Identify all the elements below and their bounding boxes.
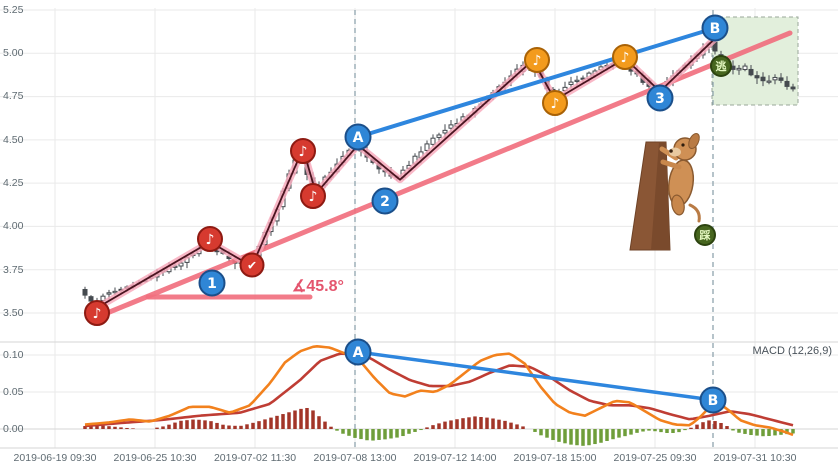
main-y-tick: 4.75 bbox=[3, 90, 24, 102]
main-y-tick: 5.00 bbox=[3, 47, 24, 59]
svg-text:♪: ♪ bbox=[93, 306, 102, 322]
dea-line bbox=[84, 352, 794, 428]
svg-text:B: B bbox=[708, 393, 719, 409]
marker-3[interactable]: 3 bbox=[646, 84, 674, 112]
macd-params-label: MACD (12,26,9) bbox=[752, 345, 832, 357]
main-y-tick: 4.50 bbox=[3, 134, 24, 146]
svg-text:♪: ♪ bbox=[309, 189, 318, 205]
zigzag-line bbox=[93, 35, 718, 312]
svg-text:A: A bbox=[353, 345, 364, 361]
signal-tao[interactable]: 逃 bbox=[710, 55, 732, 77]
svg-text:3: 3 bbox=[655, 91, 665, 107]
ab-trendline bbox=[356, 26, 717, 139]
main-y-tick: 4.00 bbox=[3, 220, 24, 232]
svg-text:1: 1 bbox=[207, 276, 217, 292]
marker-1[interactable]: 1 bbox=[198, 269, 226, 297]
x-tick: 2019-07-31 10:30 bbox=[713, 452, 797, 464]
macd-y-tick: 0.05 bbox=[3, 386, 24, 398]
x-tick: 2019-07-25 09:30 bbox=[613, 452, 697, 464]
svg-text:♪: ♪ bbox=[206, 232, 215, 248]
main-y-tick: 3.75 bbox=[3, 264, 24, 276]
signal-note-5[interactable]: ♪ bbox=[524, 47, 550, 73]
signal-note-6[interactable]: ♪ bbox=[542, 90, 568, 116]
svg-text:✔: ✔ bbox=[247, 258, 257, 272]
x-tick: 2019-07-08 13:00 bbox=[313, 452, 397, 464]
main-y-tick: 3.50 bbox=[3, 307, 24, 319]
main-y-tick: 4.25 bbox=[3, 177, 24, 189]
angle-annotation: ∡45.8° bbox=[292, 278, 344, 295]
dif-line bbox=[84, 345, 794, 437]
marker-B[interactable]: B bbox=[701, 14, 729, 42]
x-tick: 2019-07-12 14:00 bbox=[413, 452, 497, 464]
dog-cliff-sticker bbox=[629, 133, 701, 251]
x-tick: 2019-07-02 11:30 bbox=[213, 452, 297, 464]
macd-ab-trendline bbox=[356, 350, 715, 402]
signal-note-7[interactable]: ♪ bbox=[612, 44, 638, 70]
svg-text:踩: 踩 bbox=[700, 229, 711, 242]
x-tick: 2019-06-25 10:30 bbox=[113, 452, 197, 464]
macd-marker-B[interactable]: B bbox=[699, 386, 727, 414]
signal-check[interactable]: ✔ bbox=[239, 252, 265, 278]
macd-panel bbox=[83, 345, 795, 446]
x-tick: 2019-06-19 09:30 bbox=[13, 452, 97, 464]
signal-note-2[interactable]: ♪ bbox=[197, 226, 223, 252]
svg-text:♪: ♪ bbox=[533, 53, 542, 69]
main-y-tick: 5.25 bbox=[3, 4, 24, 16]
signal-note-1[interactable]: ♪ bbox=[84, 300, 110, 326]
signal-note-3[interactable]: ♪ bbox=[290, 138, 316, 164]
macd-y-tick: 0.00 bbox=[3, 423, 24, 435]
marker-2[interactable]: 2 bbox=[371, 187, 399, 215]
macd-y-tick: 0.10 bbox=[3, 349, 24, 361]
x-tick: 2019-07-18 15:00 bbox=[513, 452, 597, 464]
svg-text:♪: ♪ bbox=[551, 96, 560, 112]
macd-marker-A[interactable]: A bbox=[344, 338, 372, 366]
svg-text:♪: ♪ bbox=[621, 50, 630, 66]
signal-note-4[interactable]: ♪ bbox=[300, 183, 326, 209]
svg-text:A: A bbox=[353, 130, 364, 146]
svg-text:逃: 逃 bbox=[716, 59, 728, 73]
svg-text:B: B bbox=[710, 21, 721, 37]
svg-text:2: 2 bbox=[380, 194, 390, 210]
svg-text:♪: ♪ bbox=[299, 144, 308, 160]
signal-cai[interactable]: 踩 bbox=[694, 224, 716, 246]
marker-A[interactable]: A bbox=[344, 123, 372, 151]
